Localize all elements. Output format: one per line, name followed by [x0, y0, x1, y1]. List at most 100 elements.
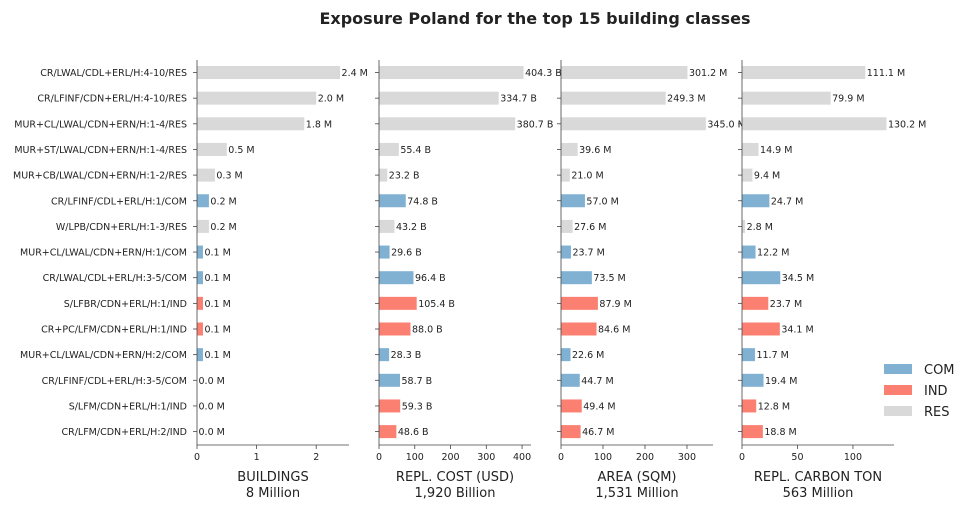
bar: [561, 322, 597, 336]
value-label: 9.4 M: [754, 171, 780, 182]
bar: [197, 219, 209, 233]
value-label: 11.7 M: [756, 350, 788, 361]
x-tick-label: 0: [376, 452, 382, 463]
value-label: 12.8 M: [758, 401, 790, 412]
value-label: 96.4 B: [415, 273, 446, 284]
value-label: 73.5 M: [593, 273, 625, 284]
value-label: 87.9 M: [599, 299, 631, 310]
value-label: 34.1 M: [781, 325, 813, 336]
category-label: CR/LFINF/CDN+ERL/H:4-10/RES: [37, 94, 187, 105]
x-tick-label: 300: [477, 452, 495, 463]
category-label: CR/LWAL/CDL+ERL/H:4-10/RES: [40, 68, 187, 79]
bar: [742, 373, 764, 387]
bar: [561, 194, 585, 208]
value-label: 74.8 B: [407, 196, 438, 207]
x-tick-label: 0: [194, 452, 200, 463]
bar: [197, 91, 317, 105]
bar: [561, 271, 592, 285]
x-axis-label: REPL. CARBON TON: [754, 470, 882, 485]
bar: [561, 91, 666, 105]
bar: [742, 142, 759, 156]
value-label: 0.1 M: [204, 325, 230, 336]
value-label: 0.0 M: [199, 376, 225, 387]
bar: [197, 271, 203, 285]
x-axis-total: 1,920 Billion: [415, 486, 496, 501]
value-label: 0.5 M: [228, 145, 254, 156]
value-label: 19.4 M: [765, 376, 797, 387]
value-label: 55.4 B: [400, 145, 431, 156]
legend-swatch-ind: [884, 385, 912, 395]
category-label: W/LPB/CDN+ERL/H:1-3/RES: [56, 222, 187, 233]
value-label: 59.3 B: [402, 401, 433, 412]
value-label: 84.6 M: [598, 325, 630, 336]
x-axis-label: BUILDINGS: [237, 470, 308, 485]
value-label: 23.7 M: [572, 248, 604, 259]
bar: [742, 117, 887, 131]
value-label: 380.7 B: [517, 119, 554, 130]
bar: [561, 399, 582, 413]
value-label: 58.7 B: [401, 376, 432, 387]
bar: [197, 322, 203, 336]
bar: [742, 194, 770, 208]
bar: [379, 194, 406, 208]
value-label: 48.6 B: [398, 427, 429, 438]
value-label: 1.8 M: [306, 119, 332, 130]
panel-1: 2.4 M CR/LWAL/CDL+ERL/H:4-10/RES 2.0 M CR/L…: [13, 60, 368, 501]
panels: 2.4 M CR/LWAL/CDL+ERL/H:4-10/RES 2.0 M CR/L…: [13, 60, 926, 501]
value-label: 49.4 M: [583, 401, 615, 412]
value-label: 14.9 M: [760, 145, 792, 156]
value-label: 249.3 M: [667, 94, 705, 105]
bar: [561, 117, 706, 131]
value-label: 130.2 M: [888, 119, 926, 130]
bar: [742, 91, 831, 105]
panel-4: 111.1 M 79.9 M 130.2 M 14.9 M 9.4 M 24.7 M 2.8…: [738, 60, 926, 501]
bar: [561, 348, 571, 362]
x-axis-total: 8 Million: [246, 486, 300, 501]
category-label: CR/LFINF/CDL+ERL/H:1/COM: [51, 196, 187, 207]
bar: [379, 91, 499, 105]
bar: [561, 142, 578, 156]
bar: [197, 194, 209, 208]
value-label: 0.1 M: [204, 350, 230, 361]
value-label: 34.5 M: [782, 273, 814, 284]
category-label: CR+PC/LFM/CDN+ERL/H:1/IND: [41, 325, 187, 336]
bar: [742, 399, 757, 413]
bar: [379, 142, 399, 156]
bar: [379, 219, 395, 233]
bar: [379, 271, 414, 285]
value-label: 345.0 M: [707, 119, 745, 130]
bar: [561, 245, 571, 259]
value-label: 27.6 M: [574, 222, 606, 233]
bar: [561, 168, 570, 182]
category-label: S/LFM/CDN+ERL/H:1/IND: [69, 401, 187, 412]
value-label: 43.2 B: [396, 222, 427, 233]
bar: [197, 296, 203, 310]
legend: COM IND RES: [884, 363, 955, 420]
x-tick-label: 100: [594, 452, 612, 463]
value-label: 39.6 M: [579, 145, 611, 156]
value-label: 301.2 M: [689, 68, 727, 79]
x-axis-total: 1,531 Million: [595, 486, 678, 501]
panel-3: 301.2 M 249.3 M 345.0 M 39.6 M 21.0 M 57.0 M 2…: [557, 60, 746, 501]
bar: [379, 322, 411, 336]
value-label: 29.6 B: [391, 248, 422, 259]
legend-swatch-com: [884, 364, 912, 374]
x-tick-label: 200: [441, 452, 459, 463]
x-tick-label: 100: [406, 452, 424, 463]
legend-label-ind: IND: [924, 384, 948, 399]
bar: [197, 245, 203, 259]
category-label: MUR+CB/LWAL/CDN+ERN/H:1-2/RES: [13, 171, 187, 182]
value-label: 334.7 B: [500, 94, 537, 105]
legend-swatch-res: [884, 406, 912, 416]
bar: [379, 348, 390, 362]
bar: [742, 66, 866, 79]
bar: [379, 425, 397, 439]
x-tick-label: 2: [313, 452, 319, 463]
bar: [742, 425, 763, 439]
bar: [742, 271, 781, 285]
bar: [742, 322, 780, 336]
value-label: 2.4 M: [342, 68, 368, 79]
x-tick-label: 0: [739, 452, 745, 463]
value-label: 0.3 M: [216, 171, 242, 182]
value-label: 22.6 M: [572, 350, 604, 361]
